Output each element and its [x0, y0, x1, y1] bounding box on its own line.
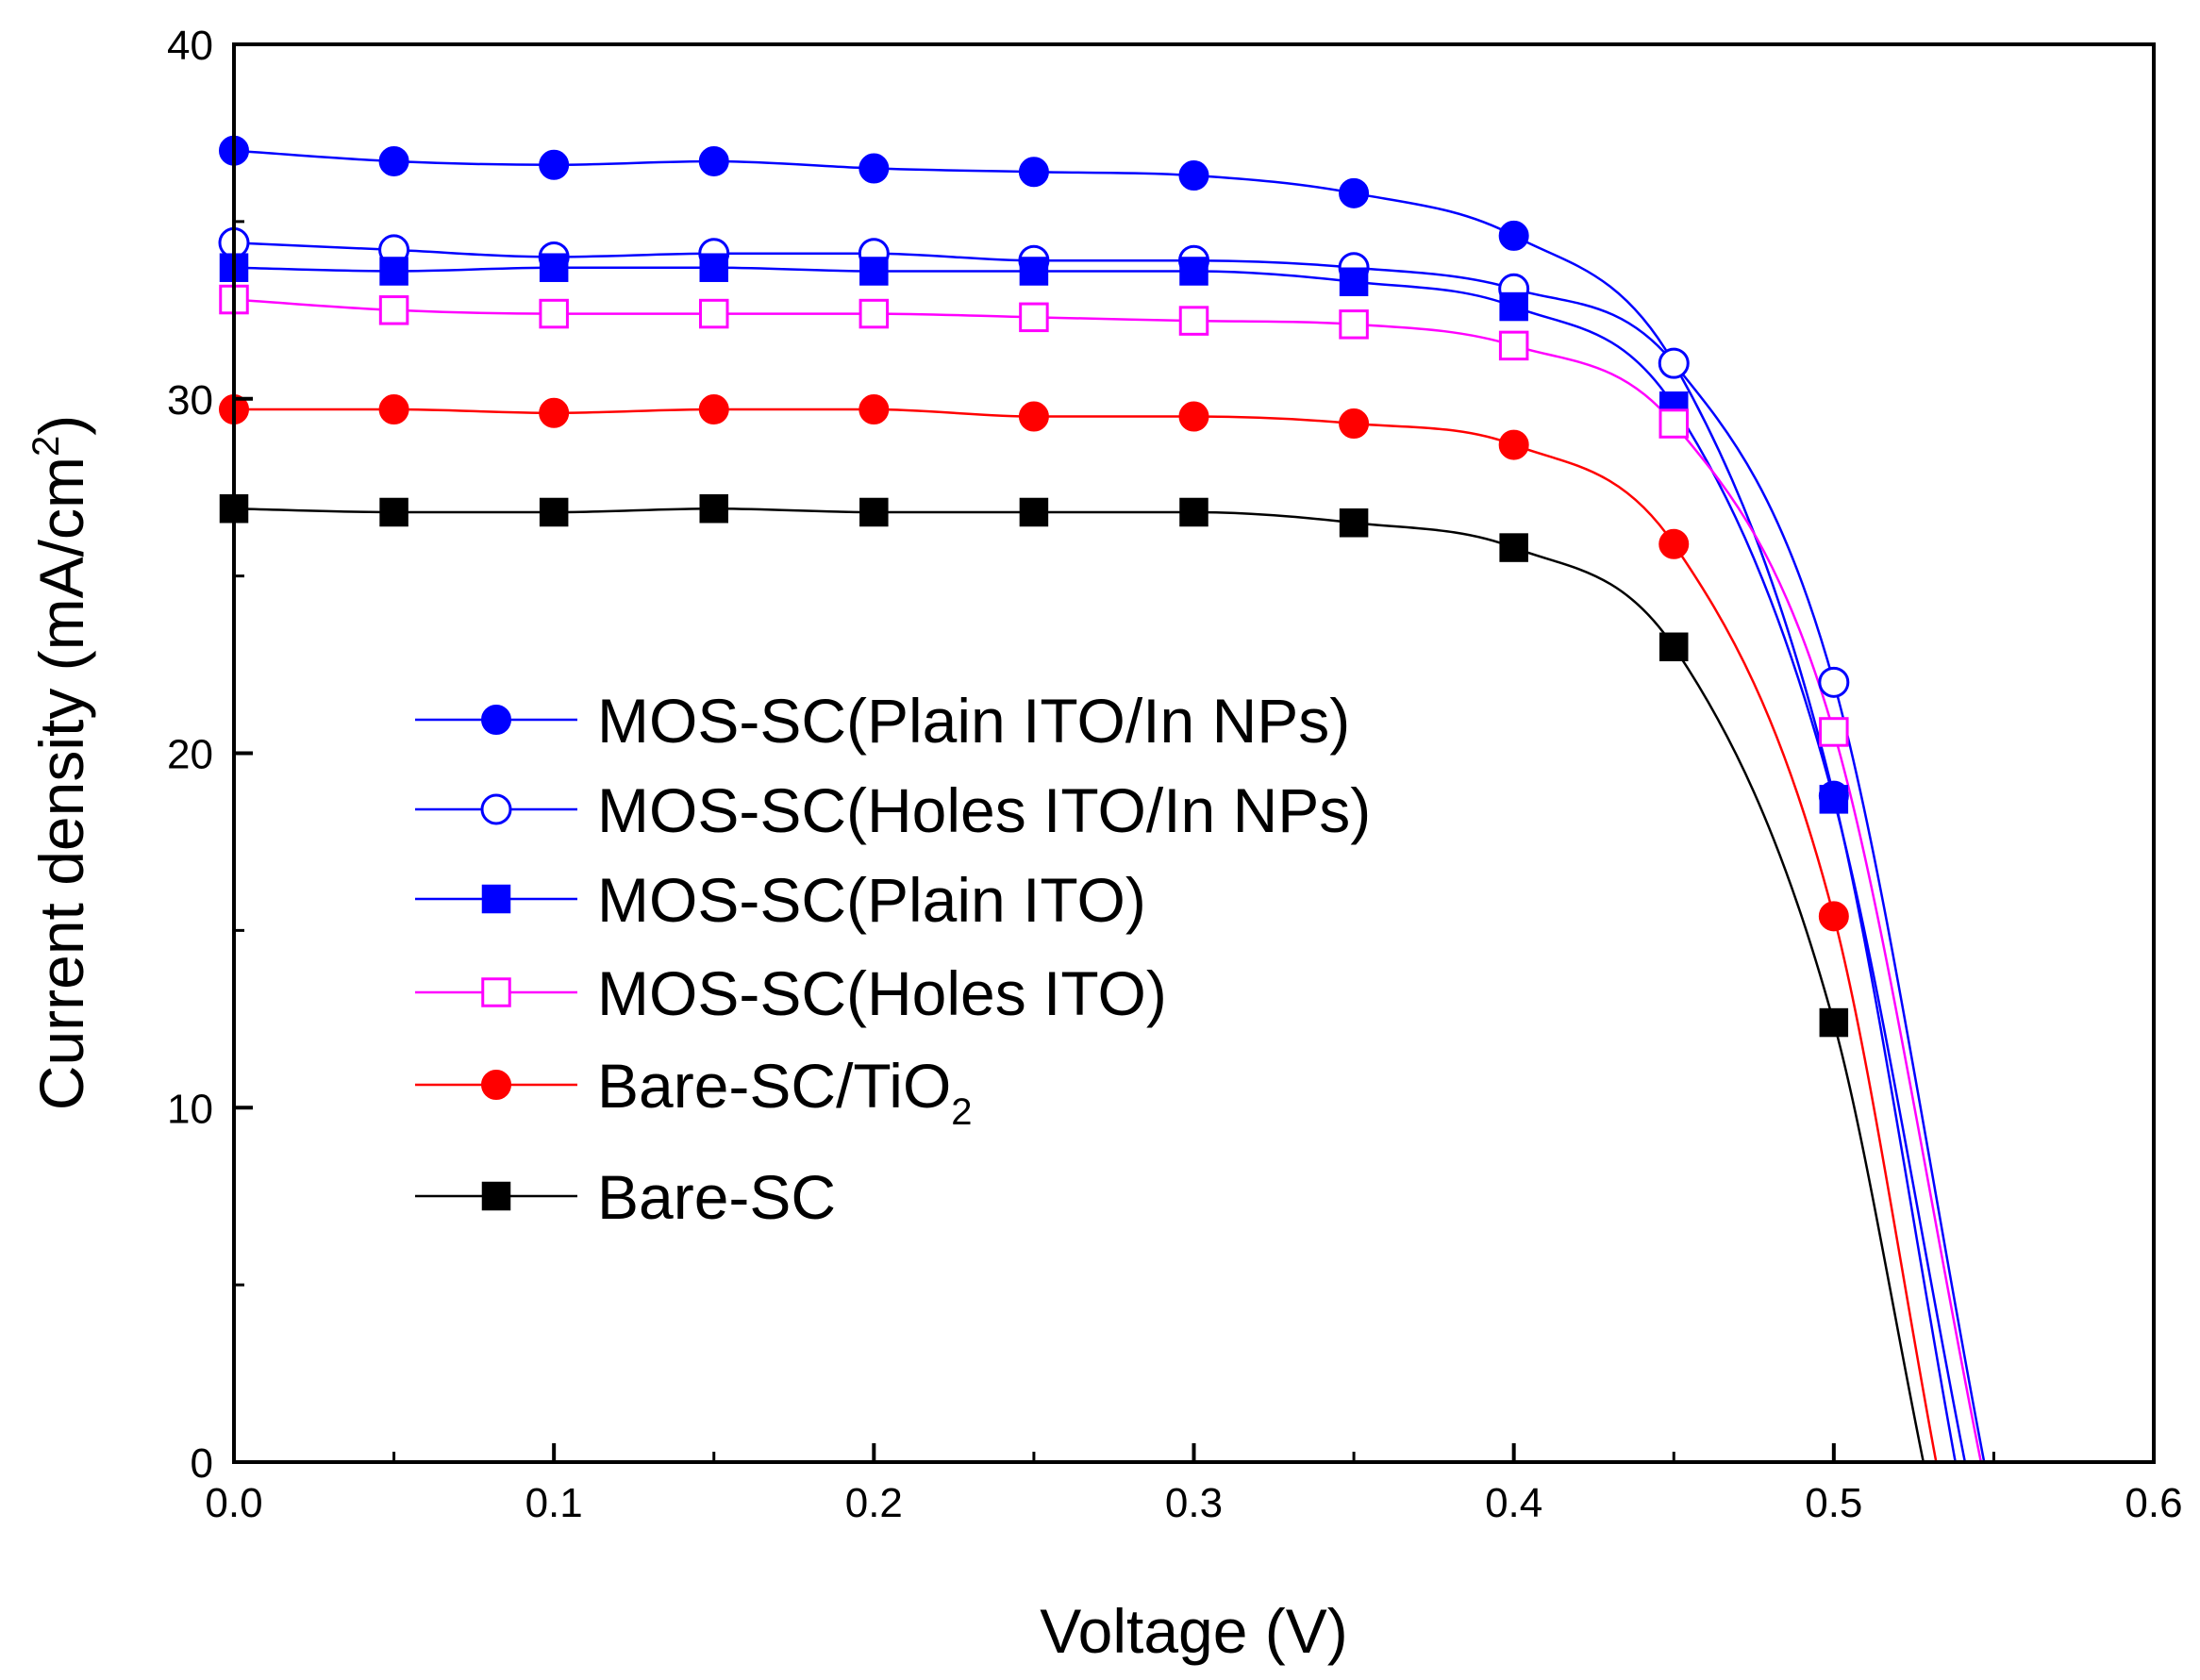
data-point: [1659, 632, 1689, 662]
data-point: [1178, 160, 1209, 191]
data-point: [1819, 785, 1849, 814]
legend-label: Bare-SC: [597, 1162, 836, 1232]
x-tick-label: 0.4: [1485, 1480, 1542, 1526]
y-tick-label: 20: [167, 732, 213, 778]
legend-label: MOS-SC(Holes ITO): [597, 958, 1167, 1028]
data-point: [378, 145, 409, 176]
data-point: [859, 257, 889, 286]
data-point: [1179, 497, 1208, 527]
x-tick-label: 0.1: [525, 1480, 583, 1526]
x-tick-label: 0.0: [205, 1480, 262, 1526]
legend-marker: [481, 977, 511, 1007]
legend-label: MOS-SC(Holes ITO/In NPs): [597, 775, 1371, 845]
y-axis-ticks: 0 10 20 30 40: [167, 23, 253, 1487]
data-point: [1498, 220, 1529, 251]
legend-item: Bare-SC/TiO2: [415, 1051, 973, 1133]
legend-marker: [481, 884, 511, 914]
legend-label: MOS-SC(Plain ITO): [597, 865, 1146, 935]
data-point: [1818, 901, 1849, 932]
data-point: [859, 497, 889, 527]
data-point: [1498, 330, 1529, 361]
data-point: [539, 298, 569, 329]
data-point: [539, 149, 570, 180]
legend-marker: [481, 1070, 511, 1100]
data-point: [539, 497, 569, 527]
data-point: [1819, 1007, 1849, 1038]
data-point: [379, 257, 408, 286]
y-axis-title: Current density (mA/cm2): [25, 415, 96, 1110]
x-tick-label: 0.6: [2125, 1480, 2182, 1526]
data-point: [1019, 302, 1049, 333]
data-point: [858, 153, 890, 184]
data-point: [699, 298, 729, 329]
data-point: [1178, 401, 1209, 432]
data-point: [1498, 429, 1529, 460]
y-tick-label: 0: [191, 1440, 213, 1487]
legend-label-sub: 2: [951, 1091, 972, 1133]
series-line: [234, 241, 1986, 1462]
data-point: [699, 253, 728, 282]
series-line: [234, 408, 1938, 1462]
data-point: [1019, 497, 1049, 527]
data-point: [539, 253, 569, 282]
legend-marker: [480, 793, 512, 825]
data-point: [1018, 157, 1049, 188]
data-point: [1178, 306, 1209, 336]
data-point: [378, 295, 409, 325]
data-point: [1658, 408, 1689, 439]
data-point: [1339, 177, 1370, 208]
x-axis-ticks: 0.0 0.1 0.2 0.3 0.4 0.5 0.6: [205, 1443, 2183, 1526]
x-tick-label: 0.3: [1165, 1480, 1223, 1526]
y-axis-title-main: Current density (mA/cm: [26, 457, 96, 1110]
data-point: [379, 497, 408, 527]
data-point: [858, 394, 890, 425]
series-markers: [218, 135, 1850, 1038]
data-point: [1819, 717, 1849, 747]
legend: MOS-SC(Plain ITO/In NPs) MOS-SC(Holes ITO…: [415, 686, 1371, 1232]
data-point: [698, 394, 729, 425]
data-point: [378, 394, 409, 425]
legend-label: Bare-SC/TiO2: [597, 1051, 973, 1133]
data-point: [1339, 267, 1369, 297]
y-axis-title-close: ): [26, 415, 96, 436]
data-point: [1339, 508, 1369, 538]
legend-label: MOS-SC(Plain ITO/In NPs): [597, 686, 1350, 756]
data-point: [698, 145, 729, 176]
data-point: [1499, 291, 1528, 322]
x-tick-label: 0.2: [845, 1480, 903, 1526]
legend-marker: [481, 1181, 511, 1211]
data-point: [1019, 257, 1049, 286]
data-point: [699, 493, 728, 524]
x-axis-title: Voltage (V): [1040, 1596, 1348, 1666]
data-point: [1339, 309, 1369, 340]
data-point: [539, 397, 570, 428]
legend-item: MOS-SC(Plain ITO): [415, 865, 1146, 935]
y-axis-title-sup: 2: [25, 436, 67, 457]
y-tick-label: 10: [167, 1086, 213, 1132]
data-point: [1658, 347, 1690, 379]
y-tick-label: 30: [167, 377, 213, 424]
x-tick-label: 0.5: [1805, 1480, 1862, 1526]
legend-item: MOS-SC(Holes ITO): [415, 958, 1167, 1028]
legend-marker: [481, 705, 511, 735]
data-point: [1339, 408, 1370, 440]
data-point: [858, 298, 890, 329]
legend-item: Bare-SC: [415, 1162, 836, 1232]
data-point: [1499, 533, 1528, 562]
y-tick-label: 40: [167, 23, 213, 69]
data-point: [1658, 528, 1690, 559]
data-point: [1818, 666, 1850, 698]
legend-item: MOS-SC(Holes ITO/In NPs): [415, 775, 1371, 845]
legend-item: MOS-SC(Plain ITO/In NPs): [415, 686, 1350, 756]
data-point: [1018, 401, 1049, 432]
data-point: [1179, 257, 1208, 286]
